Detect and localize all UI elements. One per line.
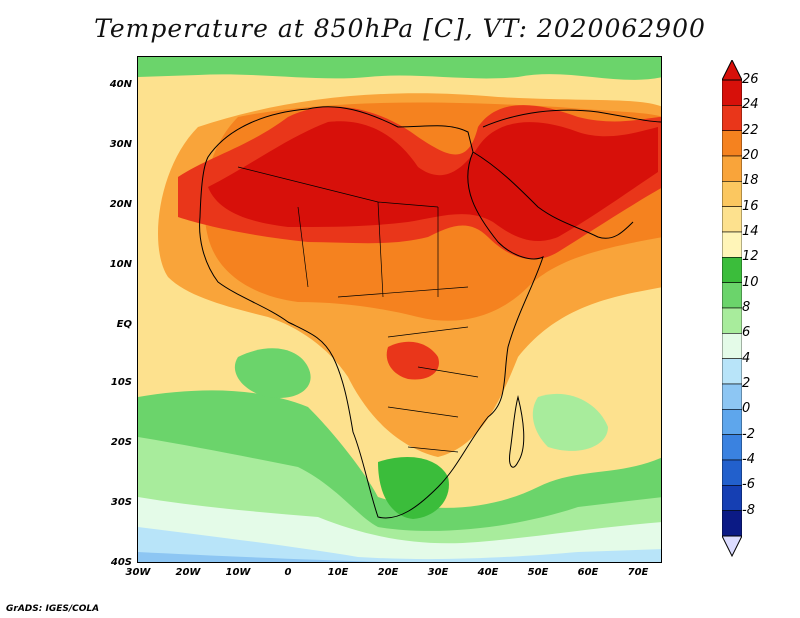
map-graphic — [138, 57, 661, 562]
colorbar-swatch — [722, 79, 742, 106]
grads-credit: GrADS: IGES/COLA — [6, 604, 100, 614]
lon-label: 40E — [477, 567, 499, 578]
lon-label: 50E — [527, 567, 549, 578]
colorbar-swatch — [722, 257, 742, 283]
colorbar-swatch — [722, 510, 742, 537]
southern-ocean-cold-band — [138, 527, 661, 562]
colorbar-bottom-arrow — [722, 535, 742, 558]
colorbar-swatch — [722, 358, 742, 385]
colorbar-swatch — [722, 409, 742, 435]
colorbar-label: 6 — [742, 325, 751, 341]
lon-label: 30W — [125, 567, 151, 578]
south-africa-cool-patch — [378, 457, 449, 519]
colorbar-swatch — [722, 155, 742, 182]
colorbar-swatch — [722, 383, 742, 410]
country-borders — [237, 166, 479, 453]
colorbar-swatch — [722, 333, 742, 359]
colorbar-label: 22 — [742, 122, 759, 138]
colorbar-label: 4 — [742, 350, 751, 366]
map-title: Temperature at 850hPa [C], VT: 202006290… — [94, 14, 706, 43]
lon-label: 0 — [284, 567, 292, 578]
colorbar-swatch — [722, 181, 742, 207]
colorbar-swatch — [722, 231, 742, 258]
colorbar-label: 2 — [742, 376, 751, 391]
africa-coastline — [199, 106, 544, 519]
lat-label: 20N — [109, 199, 132, 210]
lon-label: 10E — [327, 567, 349, 578]
colorbar-label: -8 — [742, 502, 755, 518]
lat-label: 10N — [109, 259, 132, 270]
lon-label: 70E — [627, 567, 649, 578]
lon-label: 10W — [225, 567, 251, 578]
indian-ocean-cool-patch — [532, 393, 608, 451]
colorbar-label: 26 — [742, 72, 759, 87]
colorbar-swatch — [722, 282, 742, 309]
colorbar — [722, 60, 742, 558]
colorbar-label: 16 — [742, 198, 759, 214]
colorbar-label: 24 — [742, 97, 759, 113]
colorbar-swatch — [722, 307, 742, 334]
colorbar-swatch — [722, 206, 742, 233]
southern-ocean-coldest-band — [138, 552, 388, 562]
northern-cool-band — [138, 57, 661, 80]
central-africa-hot-spot — [386, 341, 439, 380]
colorbar-label: 14 — [742, 224, 759, 239]
colorbar-swatch — [722, 105, 742, 131]
colorbar-swatch — [722, 130, 742, 157]
lon-label: 20W — [175, 567, 201, 578]
lat-label: EQ — [116, 319, 132, 330]
lat-label: 40N — [109, 79, 132, 90]
colorbar-label: 20 — [742, 148, 759, 163]
colorbar-label: -4 — [742, 452, 755, 467]
madagascar-coastline — [509, 396, 525, 468]
lat-label: 40S — [110, 557, 132, 568]
colorbar-swatch — [722, 459, 742, 486]
lat-label: 30N — [109, 139, 132, 150]
temperature-map — [137, 56, 662, 563]
colorbar-swatch — [722, 485, 742, 511]
lat-label: 30S — [110, 497, 132, 508]
lon-label: 20E — [377, 567, 399, 578]
colorbar-label: -6 — [742, 477, 755, 493]
colorbar-label: 18 — [742, 173, 759, 189]
colorbar-label: 10 — [742, 274, 759, 290]
hot-region-26c — [208, 121, 658, 242]
lon-label: 60E — [577, 567, 599, 578]
colorbar-top-arrow — [722, 60, 742, 81]
lon-label: 30E — [427, 567, 449, 578]
colorbar-label: 0 — [742, 401, 751, 417]
colorbar-label: 8 — [742, 300, 751, 315]
atlantic-cool-patch — [234, 348, 311, 398]
eurasia-coastline — [482, 109, 661, 128]
colorbar-label: 12 — [742, 249, 759, 265]
colorbar-label: -2 — [742, 426, 755, 442]
colorbar-swatch — [722, 434, 742, 461]
lat-label: 10S — [110, 377, 132, 388]
arabia-coastline — [472, 151, 634, 239]
lat-label: 20S — [110, 437, 132, 448]
